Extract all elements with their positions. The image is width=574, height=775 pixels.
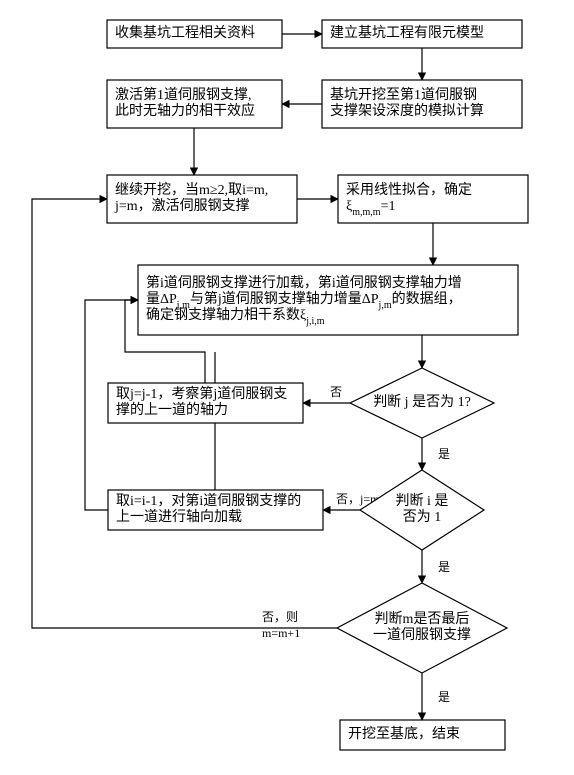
node-d1-line0: 判断 j 是否为 1? [373,394,471,410]
edge-label: 是 [438,690,450,704]
node-n8-line1: 撑的上一道的轴力 [116,402,228,418]
node-n4-line1: 此时无轴力的相干效应 [115,102,255,119]
edge-label: 是 [438,447,450,461]
node-n9-line0: 取i=i-1，对第i道伺服钢支撑的 [116,492,301,509]
node-d2-line0: 判断 i 是 [396,493,449,509]
node-n5-line1: j=m，激活伺服钢支撑 [114,197,250,214]
node-n10-line0: 开挖至基底，结束 [348,725,460,742]
node-n3-line1: 支撑架设深度的模拟计算 [330,103,484,119]
edge-label: m=m+1 [262,626,300,640]
node-n5-line0: 继续开挖，当m≥2,取i=m, [115,181,268,198]
edge-label: 否 [330,385,342,399]
edge-label: 是 [438,560,450,574]
node-n6-line0: 采用线性拟合，确定 [346,182,472,198]
node-n3-line0: 基坑开挖至第1道伺服钢 [330,86,477,103]
node-n4-line0: 激活第1道伺服钢支撑, [115,86,252,103]
edge-label: 否，则 [262,610,298,624]
node-d2-line1: 否为 1 [403,509,442,525]
node-n9-line1: 上一道进行轴向加载 [116,509,242,525]
node-n2-line0: 建立基坑工程有限元模型 [330,24,484,41]
node-n1-line0: 收集基坑工程相关资料 [115,24,255,41]
node-n7-line0: 第i道伺服钢支撑进行加载，第i道伺服钢支撑轴力增 [146,274,462,291]
node-n8-line0: 取j=j-1，考察第j道伺服钢支 [116,385,287,402]
node-d3-line0: 判断m是否最后 [375,611,470,627]
node-d3-line1: 一道伺服钢支撑 [373,627,471,643]
